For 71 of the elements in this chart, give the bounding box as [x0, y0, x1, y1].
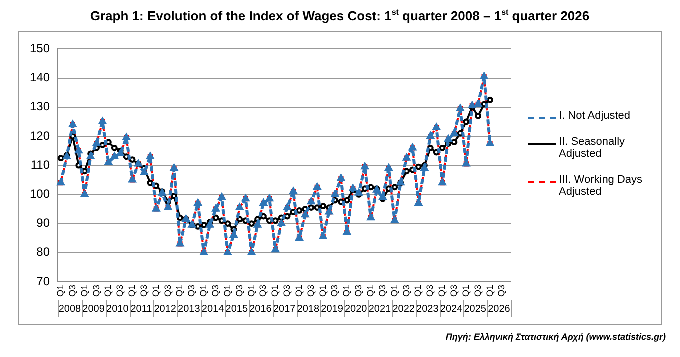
text: 2023 — [416, 304, 440, 315]
x-tick-label: Q3 — [306, 284, 316, 298]
text: 2025 — [464, 304, 487, 315]
text: 2026 — [488, 304, 511, 315]
text: 2008 — [58, 304, 82, 315]
y-tick-label: 120 — [30, 128, 50, 143]
text: 2020 — [344, 304, 368, 315]
text: 2013 — [178, 304, 201, 315]
text: 2010 — [106, 304, 130, 315]
text: 2019 — [321, 304, 344, 315]
x-tick-label: Q3 — [448, 284, 459, 298]
x-tick-label: Q3 — [186, 284, 197, 298]
y-tick-label: 70 — [36, 274, 50, 288]
text: 2014 — [202, 304, 225, 315]
text: 2015 — [226, 304, 248, 315]
x-tick-label: Q1 — [460, 284, 471, 298]
x-tick-label: Q3 — [354, 284, 364, 298]
x-tick-label: Q1 — [294, 284, 304, 298]
y-tick-label: 90 — [36, 216, 50, 230]
text: 2009 — [82, 304, 106, 315]
x-tick-label: Q3 — [234, 284, 244, 298]
y-tick-label: 140 — [30, 70, 50, 85]
y-tick-label: 130 — [30, 100, 50, 114]
x-tick-label: Q3 — [282, 284, 292, 298]
text: 2018 — [297, 304, 320, 315]
x-tick-label: Q1 — [127, 284, 138, 298]
x-tick-label: Q1 — [174, 284, 185, 298]
y-tick-label: 150 — [30, 42, 50, 56]
x-tick-label: Q1 — [198, 284, 209, 298]
x-tick-label: Q1 — [55, 284, 66, 298]
x-tick-label: Q1 — [318, 284, 328, 298]
x-tick-label: Q1 — [484, 284, 495, 298]
x-tick-label: Q3 — [210, 284, 220, 298]
x-tick-label: Q3 — [401, 284, 412, 298]
y-tick-label: 80 — [36, 245, 50, 260]
x-tick-label: Q1 — [366, 284, 376, 298]
legend-label: III. Working Days Adjusted — [559, 174, 644, 198]
x-tick-label: Q3 — [91, 284, 102, 298]
x-tick-label: Q1 — [342, 284, 352, 298]
x-tick-label: Q1 — [103, 284, 114, 298]
x-tick-label: Q1 — [150, 284, 161, 298]
text: 2017 — [273, 304, 296, 315]
x-tick-label: Q1 — [389, 284, 400, 298]
x-tick-label: Q3 — [425, 284, 436, 298]
chart-title: Graph 1: Evolution of the Index of Wages Cost: 1$^{st}$ quarter 2008 – 1$^{st}$ quarter 2026 — [89, 8, 591, 24]
legend-label: I. Not Adjusted — [559, 110, 631, 122]
text: 2012 — [154, 304, 177, 315]
text: Πηγή: Ελληνική Στατιστική Αρχή (www.statistics.gr) — [446, 332, 666, 342]
x-tick-label: Q1 — [79, 284, 90, 298]
x-tick-label: Q3 — [67, 284, 78, 298]
y-tick-label: 100 — [30, 187, 50, 202]
x-tick-label: Q3 — [472, 284, 483, 298]
text: 2011 — [130, 304, 153, 315]
x-tick-label: Q1 — [222, 284, 232, 298]
x-tick-label: Q3 — [162, 284, 173, 298]
x-tick-label: Q3 — [377, 284, 388, 298]
x-tick-label: Q3 — [258, 284, 268, 298]
x-tick-label: Q1 — [270, 284, 280, 298]
text: 2021 — [368, 304, 392, 315]
text: 2024 — [440, 304, 464, 315]
x-tick-label: Q1 — [437, 284, 448, 298]
y-tick-label: 110 — [30, 158, 50, 172]
x-tick-label: Q3 — [330, 284, 340, 298]
x-tick-label: Q3 — [138, 284, 149, 298]
x-tick-label: Q3 — [115, 284, 126, 298]
x-tick-label: Q1 — [413, 284, 424, 298]
text: 2016 — [250, 304, 272, 315]
x-tick-label: Q1 — [246, 284, 256, 298]
text: 2022 — [392, 304, 416, 315]
x-tick-label: Q3 — [496, 284, 507, 298]
legend-label: II. Seasonally Adjusted — [559, 136, 626, 160]
